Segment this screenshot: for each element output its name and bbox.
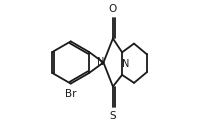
Text: N: N <box>122 59 129 69</box>
Text: Br: Br <box>65 89 76 99</box>
Text: N: N <box>97 57 104 67</box>
Text: O: O <box>109 4 117 14</box>
Text: S: S <box>110 111 116 121</box>
